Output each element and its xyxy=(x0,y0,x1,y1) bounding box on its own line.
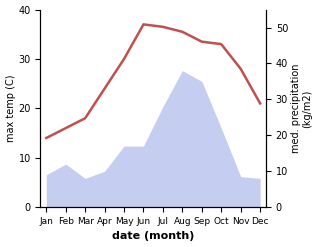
Y-axis label: med. precipitation
(kg/m2): med. precipitation (kg/m2) xyxy=(291,64,313,153)
X-axis label: date (month): date (month) xyxy=(112,231,194,242)
Y-axis label: max temp (C): max temp (C) xyxy=(5,75,16,142)
